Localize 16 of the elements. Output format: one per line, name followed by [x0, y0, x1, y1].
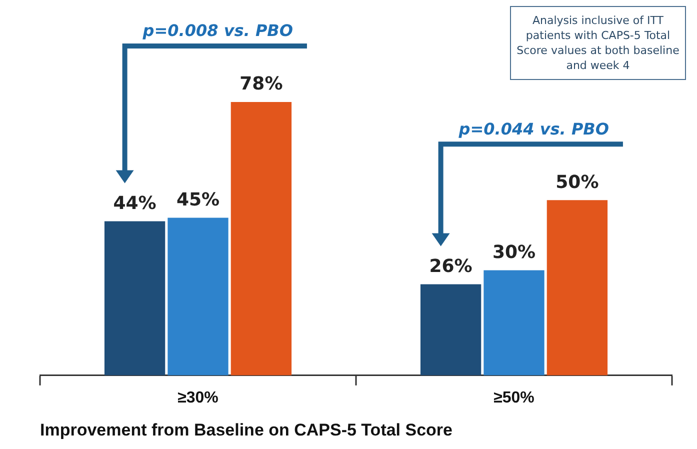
- data-label: 44%: [113, 192, 156, 214]
- bar: [484, 270, 544, 376]
- data-label: 50%: [556, 172, 599, 193]
- x-tick-label: ≥50%: [494, 389, 534, 406]
- x-axis-title: Improvement from Baseline on CAPS-5 Total Score: [40, 420, 452, 440]
- bar: [168, 218, 228, 376]
- bar: [104, 221, 166, 376]
- x-tick-label: ≥30%: [178, 389, 218, 406]
- data-label: 45%: [176, 189, 220, 210]
- bar: [420, 284, 482, 376]
- text: Analysis inclusive of ITT patients with CAPS-5 Total Score values at both baseline and week 4: [510, 6, 686, 80]
- data-label: 30%: [492, 242, 536, 263]
- data-label: 26%: [429, 256, 472, 277]
- data-label: 78%: [240, 74, 283, 95]
- annotation: p=0.044 vs. PBO: [458, 119, 610, 138]
- text: p=0.008 vs. PBO: [142, 21, 294, 40]
